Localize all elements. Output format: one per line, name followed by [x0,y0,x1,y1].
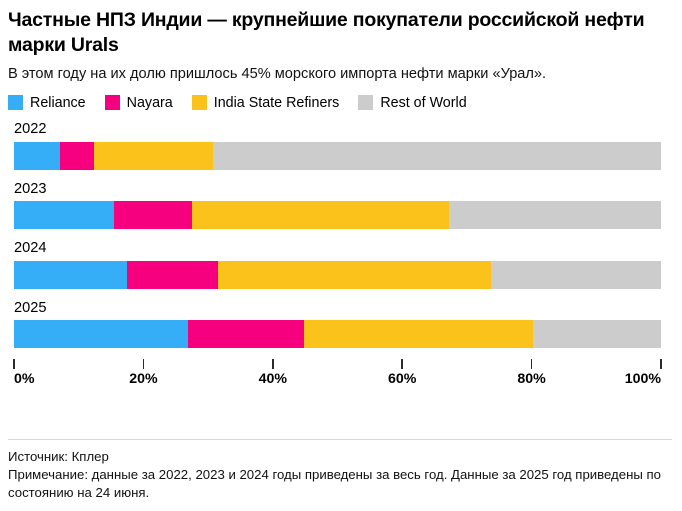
legend-label: Reliance [30,94,86,111]
stacked-bar [14,141,661,170]
axis-tick-mark [13,358,15,369]
color-swatch-icon [104,95,120,111]
bar-segment[interactable] [191,201,450,230]
chart-plot-area: 2022 2023 2024 2025 [0,121,682,359]
chart-legend: Reliance Nayara India State Refiners Rest o… [8,95,682,111]
legend-item[interactable]: India State Refiners [191,94,340,111]
axis-tick-label: 100% [624,370,661,387]
legend-item[interactable]: Nayara [104,94,173,111]
bar-segment[interactable] [303,320,533,349]
bar-category-label: 2023 [14,180,47,197]
legend-item[interactable]: Rest of World [358,94,467,111]
chart-subtitle: В этом году на их долю пришлось 45% морс… [8,65,547,82]
legend-item[interactable]: Reliance [8,95,86,111]
axis-tick-label: 60% [387,370,417,387]
bar-group: 2023 [14,181,661,241]
axis-tick-label: 80% [517,370,546,387]
legend-label: India State Refiners [213,94,340,111]
axis-tick-mark [401,358,403,369]
x-axis: 0% 20% 40% 60% 80% 100% [13,358,662,393]
bar-category-label: 2025 [14,299,47,316]
axis-tick-label: 20% [129,370,158,387]
axis-tick-mark [142,358,145,369]
source-text: Источник: Кплер [8,448,109,464]
bar-segment[interactable] [14,320,189,349]
stacked-bar [14,320,661,349]
legend-label: Rest of World [380,94,467,111]
axis-tick-mark [272,358,274,369]
axis-tick-label: 0% [14,370,35,387]
stacked-bar [14,201,661,230]
bar-group: 2024 [14,240,661,300]
bar-spacer [14,289,661,300]
bar-group: 2025 [14,300,661,360]
bar-segment[interactable] [449,201,661,230]
note-text: Примечание: данные за 2022, 2023 и 2024 … [8,467,661,501]
color-swatch-icon [358,95,374,111]
bar-spacer [14,170,661,181]
bar-segment[interactable] [94,141,213,170]
bar-spacer [14,348,661,359]
bar-segment[interactable] [491,260,661,289]
bar-segment[interactable] [14,201,114,230]
color-swatch-icon [191,95,207,111]
bar-category-label: 2024 [14,240,47,257]
bar-group: 2022 [14,121,661,181]
bar-segment[interactable] [532,320,661,349]
bar-segment[interactable] [14,260,128,289]
bar-segment[interactable] [14,141,60,170]
bar-segment[interactable] [113,201,192,230]
bar-spacer [14,229,661,240]
footer-divider [8,438,672,440]
chart-title: Частные НПЗ Индии — крупнейшие покупател… [8,9,645,56]
axis-tick-mark [530,358,533,369]
color-swatch-icon [8,95,23,111]
axis-tick-label: 40% [258,370,287,387]
x-axis-ticks: 0% 20% 40% 60% 80% 100% [13,358,662,387]
bar-category-label: 2022 [14,120,47,137]
chart-header: Частные НПЗ Индии — крупнейшие покупател… [0,0,682,84]
bar-segment[interactable] [217,260,492,289]
bar-segment[interactable] [127,260,218,289]
chart-footer: Источник: Кплер Примечание: данные за 20… [8,438,672,502]
bar-segment[interactable] [59,141,95,170]
bar-segment[interactable] [188,320,304,349]
axis-tick-mark [660,358,662,369]
bar-segment[interactable] [212,141,661,170]
legend-label: Nayara [126,94,173,111]
stacked-bar [14,260,661,289]
